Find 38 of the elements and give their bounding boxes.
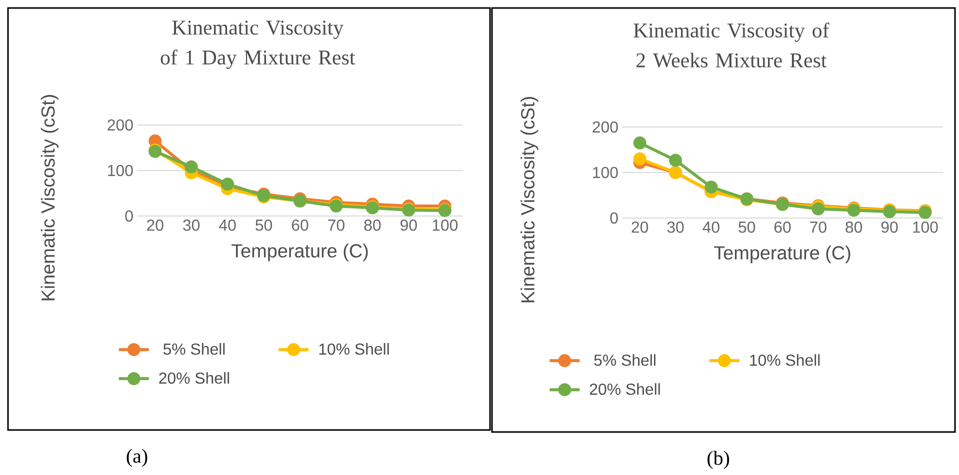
y-tick-label: 0 [125,210,133,222]
legend-label: 10% Shell [319,343,389,355]
y-tick-label: 100 [108,164,133,176]
y-tick-label: 100 [593,166,618,178]
y-axis-title: Kinematic Viscosity (cSt) [40,95,58,300]
x-tick-label: 60 [292,220,308,231]
x-axis-title: Temperature (C) [232,244,368,262]
x-tick-label: 90 [400,220,417,231]
x-tick-label: 90 [881,222,898,233]
legend-label: 20% Shell [159,372,230,384]
y-tick-label: 0 [610,212,618,224]
x-tick-label: 60 [774,222,791,233]
x-tick-label: 80 [364,220,381,231]
y-tick-label: 200 [592,121,618,133]
x-tick-label: 40 [702,222,720,233]
chart-title: Kinematic Viscosity of 2 Weeks Mixture Rest [634,22,830,68]
x-tick-label: 50 [256,220,272,231]
y-tick-label: 200 [108,119,133,131]
x-tick-label: 50 [738,222,756,233]
x-tick-label: 70 [328,220,344,231]
legend-label: 20% Shell [590,383,660,395]
x-tick-label: 40 [219,220,236,231]
x-tick-label: 80 [846,222,862,233]
y-axis-title: Kinematic Viscosity (cSt) [520,97,538,302]
x-tick-label: 100 [432,220,458,231]
x-tick-label: 20 [632,222,648,233]
x-tick-label: 70 [810,222,826,233]
legend-label: 5% Shell [163,343,225,355]
chart-title: Kinematic Viscosity of 1 Day Mixture Rest [160,20,356,69]
text: (b) [708,450,730,469]
x-tick-label: 20 [147,220,164,231]
x-tick-label: 30 [183,220,200,231]
text: (a) [126,448,148,467]
x-tick-label: 100 [913,222,938,233]
legend-label: 5% Shell [594,354,656,366]
legend-label: 10% Shell [750,354,820,366]
x-tick-label: 30 [667,222,684,233]
x-axis-title: Temperature (C) [714,246,850,264]
